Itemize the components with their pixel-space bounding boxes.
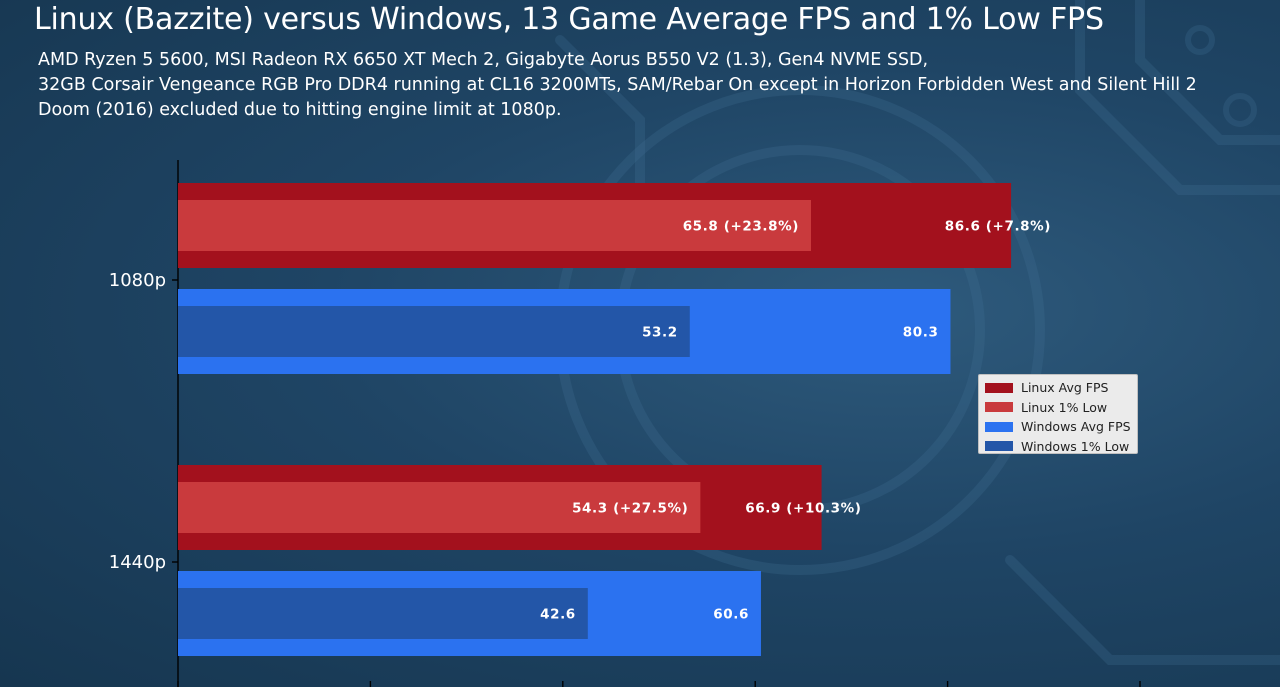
legend-swatch [985,382,1013,393]
chart-legend: Linux Avg FPS Linux 1% Low Windows Avg F… [978,374,1138,454]
y-tick-label: 1080p [109,270,166,291]
subtitle-line: Doom (2016) excluded due to hitting engi… [38,100,562,120]
legend-label: Linux Avg FPS [1021,380,1109,396]
legend-swatch [985,441,1013,452]
data-label: 42.6 [540,607,576,623]
data-label: 66.9 (+10.3%) [745,501,861,517]
data-label: 80.3 [903,325,939,341]
legend-item: Linux 1% Low [985,398,1131,418]
legend-item: Linux Avg FPS [985,378,1131,398]
legend-item: Windows 1% Low [985,437,1131,457]
data-label: 86.6 (+7.8%) [945,219,1051,235]
data-label: 53.2 [642,325,678,341]
chart-title: Linux (Bazzite) versus Windows, 13 Game … [34,2,1104,37]
bar [178,482,701,533]
subtitle-line: 32GB Corsair Vengeance RGB Pro DDR4 runn… [38,75,1197,95]
bar [178,200,811,251]
subtitle-line: AMD Ryzen 5 5600, MSI Radeon RX 6650 XT … [38,50,929,70]
legend-swatch [985,421,1013,432]
chart-subtitle: AMD Ryzen 5 5600, MSI Radeon RX 6650 XT … [38,48,1197,123]
data-label: 65.8 (+23.8%) [683,219,799,235]
bar [178,588,588,639]
legend-swatch [985,402,1013,413]
y-tick-label: 1440p [109,552,166,573]
data-label: 54.3 (+27.5%) [572,501,688,517]
legend-label: Windows 1% Low [1021,438,1130,454]
data-label: 60.6 [713,607,749,623]
bar [178,306,690,357]
legend-item: Windows Avg FPS [985,417,1131,437]
legend-label: Linux 1% Low [1021,399,1108,415]
legend-label: Windows Avg FPS [1021,419,1131,435]
